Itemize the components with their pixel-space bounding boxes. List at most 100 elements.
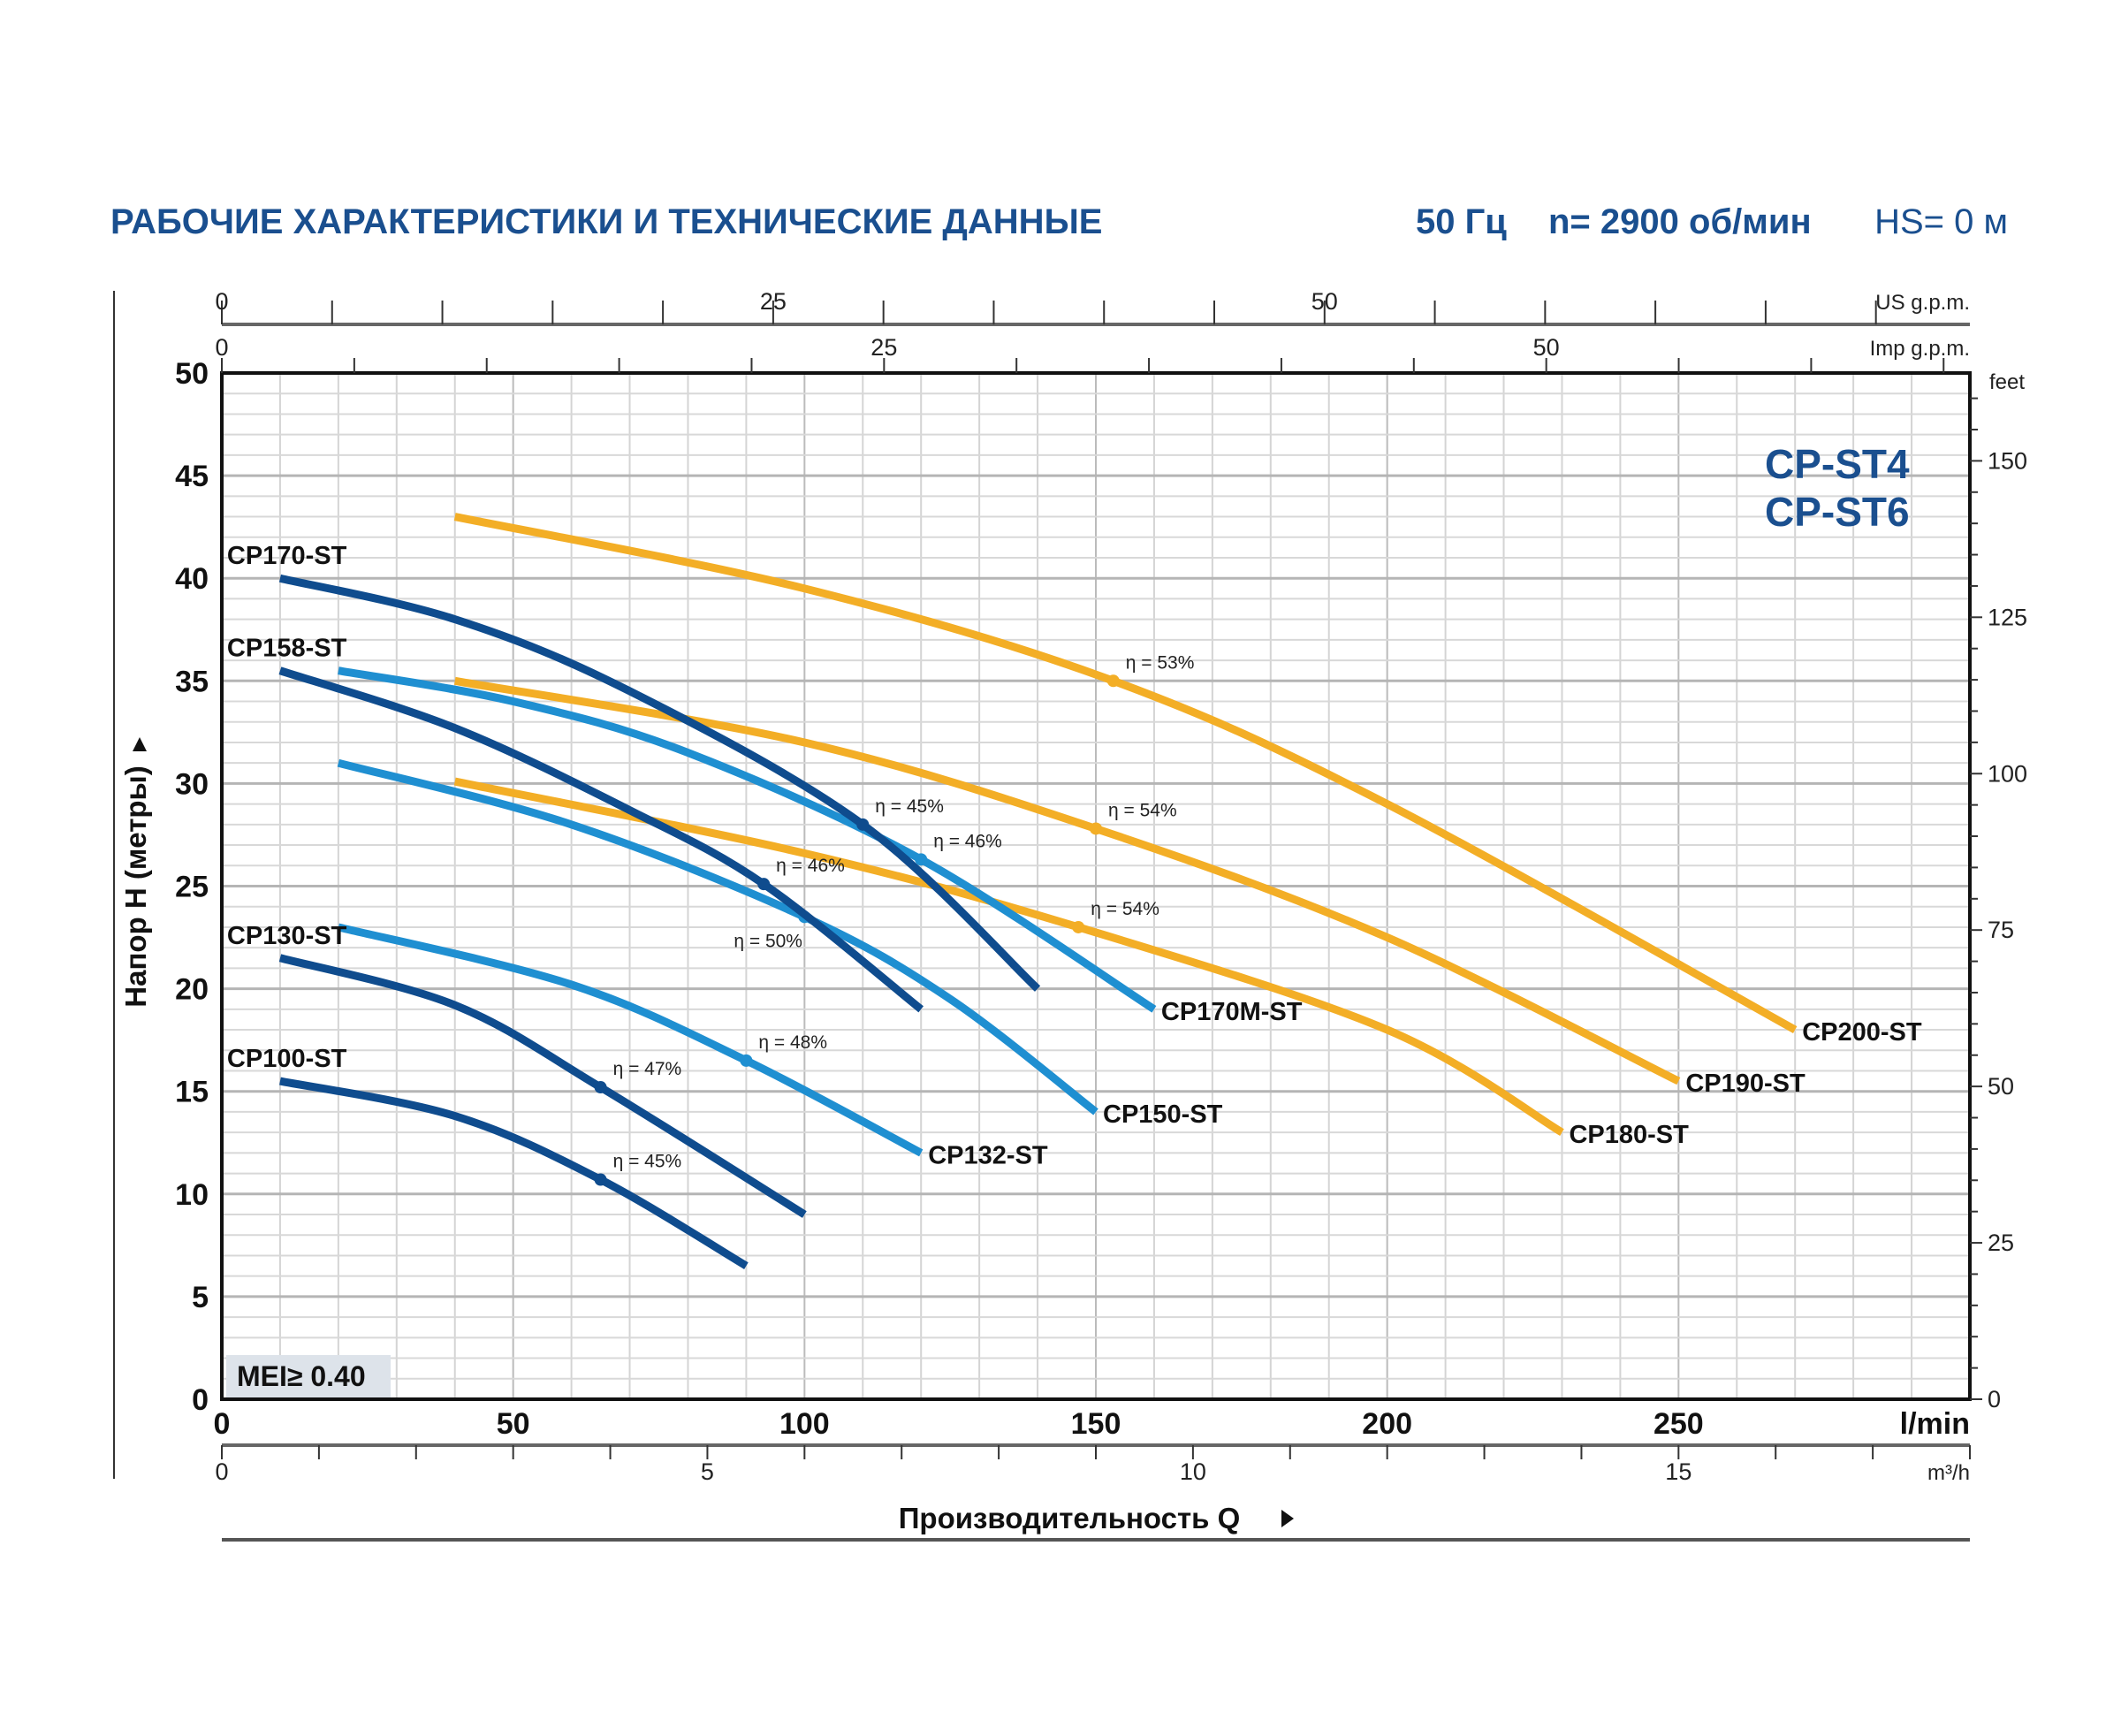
curve-line: [337, 923, 924, 1157]
efficiency-label: η = 54%: [1091, 899, 1159, 919]
curve-label: CP170M-ST: [1161, 998, 1303, 1026]
curve-cp158-st: η = 46% CP158-ST: [227, 635, 924, 1013]
efficiency-point: [740, 1054, 753, 1067]
feet-tick-label: 50: [1988, 1073, 2014, 1100]
feet-tick-label: 150: [1988, 447, 2027, 474]
efficiency-label: η = 45%: [875, 796, 944, 817]
plot-frame: [220, 371, 1972, 1401]
speed-label: n= 2900 об/мин: [1548, 202, 1812, 241]
y-tick-label: 25: [175, 871, 209, 904]
curve-line: [279, 1077, 749, 1269]
x-tick-label: 200: [1362, 1407, 1412, 1441]
curve-cp132-st: η = 48% CP132-ST: [337, 923, 1048, 1169]
us-gpm-tick-label: 25: [760, 288, 787, 315]
us-gpm-unit: US g.p.m.: [1875, 291, 1970, 315]
curve-cp170-st: η = 45% CP170-ST: [227, 542, 1041, 992]
efficiency-point: [1072, 920, 1085, 933]
pump-curves: η = 53% CP200-ST η = 54% CP190-ST η = 54% CP1…: [227, 513, 1922, 1269]
efficiency-point: [1090, 822, 1102, 835]
efficiency-point: [594, 1173, 607, 1186]
efficiency-point: [594, 1081, 607, 1094]
curve-label: CP180-ST: [1569, 1121, 1689, 1149]
imp-gpm-unit: Imp g.p.m.: [1870, 337, 1970, 361]
frequency-label: 50 Гц: [1416, 202, 1507, 241]
y-tick-label: 45: [175, 460, 209, 493]
y-tick-label: 35: [175, 665, 209, 698]
efficiency-point: [1106, 674, 1120, 688]
curve-label: CP190-ST: [1685, 1070, 1806, 1098]
efficiency-label: η = 46%: [776, 856, 845, 876]
curve-cp170m-st: η = 46% CP170M-ST: [338, 666, 1303, 1026]
curve-label: CP158-ST: [227, 635, 347, 663]
curve-line: [278, 954, 807, 1218]
x-tick-label: 250: [1653, 1407, 1704, 1441]
curve-cp100-st: η = 45% CP100-ST: [227, 1045, 749, 1269]
curve-label: CP170-ST: [227, 542, 347, 570]
curve-line: [337, 758, 1099, 1115]
y-tick-label: 10: [175, 1178, 209, 1212]
feet-unit: feet: [1989, 370, 2025, 394]
y-tick-label: 20: [175, 973, 209, 1007]
x-tick-label: 150: [1071, 1407, 1121, 1441]
feet-tick-label: 100: [1988, 760, 2027, 787]
m3h-tick-label: 5: [701, 1458, 714, 1485]
curve-label: CP132-ST: [928, 1141, 1048, 1169]
curve-cp130-st: η = 47% CP130-ST: [227, 922, 807, 1218]
feet-tick-label: 75: [1988, 917, 2014, 943]
efficiency-label: η = 54%: [1108, 800, 1177, 820]
us-gpm-tick-label: 0: [215, 288, 228, 315]
y-tick-label: 15: [175, 1076, 209, 1109]
feet-tick-label: 125: [1988, 604, 2027, 630]
y-axis-label: Напор H (метры): [119, 765, 152, 1007]
efficiency-label: η = 50%: [734, 931, 802, 951]
x-axis-label: Производительность Q: [899, 1502, 1241, 1534]
curve-label: CP130-ST: [227, 922, 347, 950]
x-tick-label: 100: [779, 1407, 830, 1441]
m3h-unit: m³/h: [1927, 1461, 1970, 1485]
series-name-st6: CP-ST6: [1765, 489, 1910, 535]
efficiency-point: [856, 818, 870, 831]
curve-line: [453, 513, 1798, 1033]
efficiency-label: η = 47%: [613, 1059, 682, 1079]
mei-label: MEI≥ 0.40: [237, 1360, 366, 1392]
grid: [222, 373, 1970, 1399]
efficiency-label: η = 45%: [613, 1152, 682, 1172]
curve-label: CP100-ST: [227, 1045, 347, 1073]
efficiency-label: η = 53%: [1126, 652, 1195, 673]
curve-line: [338, 666, 1157, 1013]
x-unit-label: l/min: [1900, 1407, 1970, 1441]
curve-label: CP150-ST: [1103, 1100, 1223, 1129]
m3h-tick-label: 15: [1665, 1458, 1691, 1485]
curve-label: CP200-ST: [1802, 1018, 1922, 1047]
y-tick-label: 40: [175, 562, 209, 596]
feet-tick-label: 0: [1988, 1386, 2001, 1412]
curve-line: [278, 666, 924, 1013]
feet-tick-label: 25: [1988, 1230, 2014, 1256]
chart-title: РАБОЧИЕ ХАРАКТЕРИСТИКИ И ТЕХНИЧЕСКИЕ ДАН…: [110, 202, 1102, 241]
imp-gpm-tick-label: 25: [870, 334, 897, 361]
curve-cp190-st: η = 54% CP190-ST: [453, 676, 1806, 1098]
imp-gpm-tick-label: 50: [1533, 334, 1560, 361]
curve-cp200-st: η = 53% CP200-ST: [453, 513, 1922, 1047]
mei-badge: [226, 1355, 391, 1397]
y-tick-label: 50: [175, 357, 209, 391]
x-tick-label: 0: [214, 1407, 231, 1441]
axes: 0 50 100 150 200 250 l/min05101520253035404550…: [175, 288, 2027, 1485]
curve-line: [453, 676, 1681, 1085]
curve-line: [278, 574, 1041, 992]
hs-label: HS= 0 м: [1874, 202, 2008, 241]
y-tick-label: 30: [175, 767, 209, 801]
m3h-tick-label: 10: [1180, 1458, 1206, 1485]
x-axis-arrow-icon: [1281, 1510, 1294, 1527]
efficiency-point: [757, 878, 771, 891]
m3h-tick-label: 0: [215, 1458, 228, 1485]
series-name-st4: CP-ST4: [1765, 441, 1910, 487]
efficiency-point: [915, 853, 928, 866]
y-axis-arrow-icon: [133, 737, 147, 751]
x-tick-label: 50: [497, 1407, 530, 1441]
efficiency-label: η = 48%: [758, 1032, 827, 1053]
y-tick-label: 0: [192, 1383, 209, 1417]
efficiency-label: η = 46%: [933, 831, 1002, 851]
imp-gpm-tick-label: 0: [215, 334, 228, 361]
